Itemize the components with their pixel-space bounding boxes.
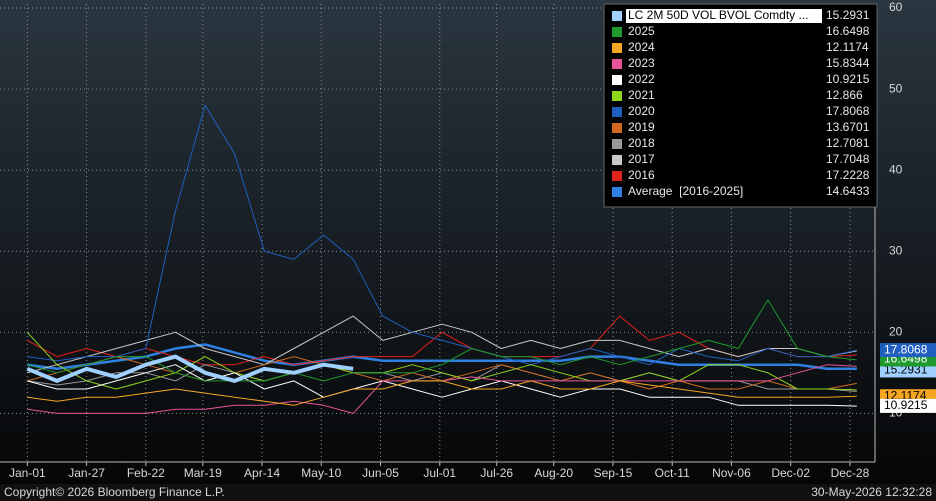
series-line [27,104,857,366]
series-line [27,315,857,374]
series-line [26,331,857,391]
x-tick-label: Feb-22 [127,466,165,480]
y-tick-label: 20 [889,324,903,338]
legend-label: 2023 [628,56,655,70]
series-line [27,380,857,406]
axis-value-box [880,398,936,413]
axis-value-label: 10.9215 [884,398,928,412]
x-tick-label: Oct-11 [655,466,690,480]
legend-value: 17.7048 [826,152,870,166]
legend-value: 12.1174 [826,40,869,54]
series-line [27,299,857,382]
legend-label: 2024 [628,40,655,54]
legend-label: 2019 [628,120,655,134]
legend-label: 2020 [628,104,655,118]
x-tick-label: Jul-01 [423,466,456,480]
y-tick-label: 30 [889,243,903,257]
x-tick-label: Apr-14 [244,466,280,480]
legend-box [603,3,878,208]
legend-label: LC 2M 50D VOL BVOL Comdty ... [628,8,809,22]
legend-swatch [612,11,622,21]
x-tick-label: Jun-05 [362,466,399,480]
legend-swatch [612,107,622,117]
legend-swatch [612,75,622,85]
copyright: Copyright© 2026 Bloomberg Finance L.P. [4,485,225,499]
footer-bar [0,484,936,501]
legend-label: 2016 [628,168,655,182]
x-tick-label: Sep-15 [594,466,633,480]
legend-swatch [612,187,622,197]
legend-swatch [612,123,622,133]
legend-value: 13.6701 [826,120,870,134]
legend-label: 2018 [628,136,655,150]
x-tick-label: Aug-20 [534,466,573,480]
legend-value: 10.9215 [826,72,870,86]
legend-value: 17.8068 [826,104,870,118]
legend-swatch [612,43,622,53]
legend-highlight [626,9,822,23]
x-tick-label: Mar-19 [184,466,222,480]
x-tick-label: Nov-06 [712,466,751,480]
legend-swatch [612,155,622,165]
axis-value-label: 17.8068 [884,342,928,356]
legend-label: 2021 [628,88,655,102]
axis-value-label: 12.1174 [884,388,927,402]
x-tick-label: Jan-01 [9,466,46,480]
legend-value: 14.6433 [826,184,870,198]
x-tick-label: Jul-26 [480,466,513,480]
legend-value: 15.8344 [826,56,870,70]
legend-value: 16.6498 [826,24,870,38]
legend-label: 2022 [628,72,655,86]
legend-value: 17.2228 [826,168,870,182]
legend-value: 12.7081 [826,136,870,150]
x-tick-label: Jan-27 [68,466,105,480]
timestamp: 30-May-2026 12:32:28 [811,485,932,499]
y-tick-label: 50 [889,81,903,95]
x-tick-label: May-10 [301,466,341,480]
x-tick-label: Dec-28 [831,466,870,480]
y-tick-label: 40 [889,162,903,176]
y-tick-label: 60 [889,0,903,14]
legend-swatch [612,27,622,37]
axis-value-box [880,363,936,378]
legend-swatch [612,91,622,101]
x-tick-label: Dec-02 [771,466,810,480]
legend-value: 15.2931 [826,8,870,22]
legend-swatch [612,171,622,181]
legend-label: 2017 [628,152,655,166]
legend-label: 2025 [628,24,655,38]
legend-swatch [612,139,622,149]
legend-swatch [612,59,622,69]
legend-label: Average [2016-2025] [628,184,743,198]
axis-value-box [880,343,936,358]
series-line [26,354,354,383]
legend-value: 12.866 [826,88,863,102]
